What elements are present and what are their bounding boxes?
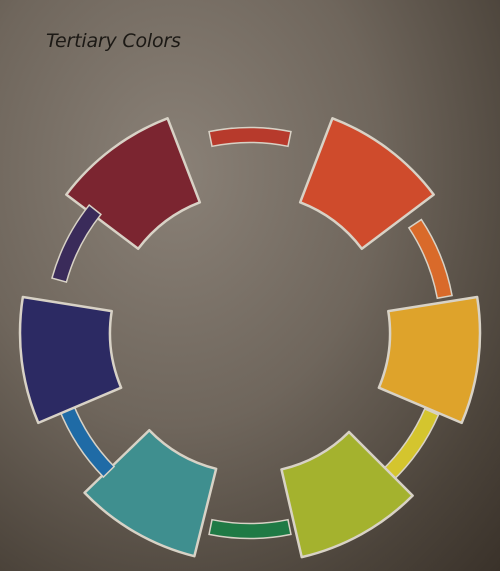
wheel-segment-orange [407, 218, 453, 300]
wheel-segment-blue-green [83, 429, 218, 558]
wheel-segment-green [208, 518, 292, 540]
wheel-segment-red [208, 126, 292, 148]
wheel-segment-blue-violet [18, 295, 123, 425]
page-title: Tertiary Colors [46, 30, 181, 52]
wheel-segment-yellow-orange [377, 295, 482, 425]
wheel-segment-red-orange [298, 117, 435, 250]
wheel-segment-yellow-green [280, 430, 414, 559]
wheel-segment-violet [51, 204, 102, 284]
wheel-segment-blue [57, 401, 116, 479]
